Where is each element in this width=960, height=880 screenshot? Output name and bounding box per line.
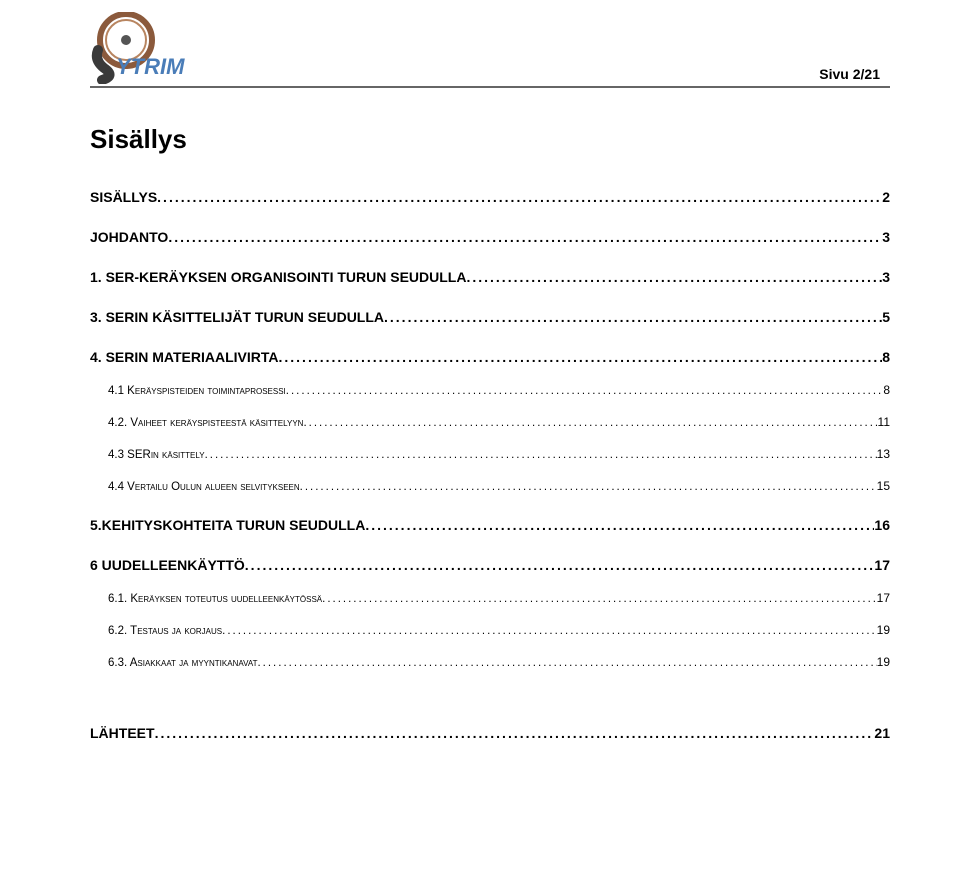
- toc-entry: 6.1. Keräyksen toteutus uudelleenkäytöss…: [90, 591, 890, 605]
- toc-entry: 6 UUDELLEENKÄYTTÖ.......................…: [90, 557, 890, 573]
- svg-text:YTRIM: YTRIM: [116, 54, 185, 79]
- toc-leader-dots: ........................................…: [303, 417, 877, 429]
- toc-page-number: 19: [877, 623, 890, 637]
- toc-label: SISÄLLYS: [90, 189, 157, 205]
- toc-label: 4. SERIN MATERIAALIVIRTA: [90, 349, 279, 365]
- toc-leader-dots: ........................................…: [279, 349, 883, 365]
- toc-label: 4.1 Keräyspisteiden toimintaprosessi: [108, 385, 286, 397]
- toc-label: 4.2. Vaiheet keräyspisteestä käsittelyyn: [108, 417, 303, 429]
- toc-page-number: 17: [874, 557, 890, 573]
- toc-label: 4.3 SERin käsittely: [108, 449, 205, 461]
- toc-label: 6 UUDELLEENKÄYTTÖ: [90, 557, 245, 573]
- toc-page-number: 3: [882, 269, 890, 285]
- toc-entry: 5.KEHITYSKOHTEITA TURUN SEUDULLA........…: [90, 517, 890, 533]
- toc-page-number: 15: [877, 479, 890, 493]
- toc-page-number: 21: [874, 725, 890, 741]
- toc-leader-dots: ........................................…: [205, 449, 877, 461]
- toc-page-number: 16: [874, 517, 890, 533]
- toc-leader-dots: ........................................…: [157, 189, 882, 205]
- toc-leader-dots: ........................................…: [300, 481, 877, 493]
- toc-entry: LÄHTEET.................................…: [90, 725, 890, 741]
- toc-entry: 4.4 Vertailu Oulun alueen selvitykseen..…: [90, 479, 890, 493]
- toc-page-number: 11: [878, 415, 890, 429]
- toc-entry: 6.3. Asiakkaat ja myyntikanavat.........…: [90, 655, 890, 669]
- toc-label: 4.4 Vertailu Oulun alueen selvitykseen: [108, 481, 300, 493]
- toc-entry: 4.3 SERin käsittely.....................…: [90, 447, 890, 461]
- toc-entry: 6.2. Testaus ja korjaus.................…: [90, 623, 890, 637]
- toc-label: 6.3. Asiakkaat ja myyntikanavat: [108, 657, 257, 669]
- toc-page-number: 8: [883, 383, 890, 397]
- toc-page-number: 19: [877, 655, 890, 669]
- toc-label: 1. SER-KERÄYKSEN ORGANISOINTI TURUN SEUD…: [90, 269, 466, 285]
- toc-entry: 4. SERIN MATERIAALIVIRTA................…: [90, 349, 890, 365]
- toc-label: 3. SERIN KÄSITTELIJÄT TURUN SEUDULLA: [90, 309, 384, 325]
- toc-entry: SISÄLLYS................................…: [90, 189, 890, 205]
- toc-leader-dots: ........................................…: [168, 229, 882, 245]
- toc-leader-dots: ........................................…: [222, 625, 877, 637]
- toc-leader-dots: ........................................…: [286, 385, 884, 397]
- toc-leader-dots: ........................................…: [384, 309, 882, 325]
- toc-entry: 4.2. Vaiheet keräyspisteestä käsittelyyn…: [90, 415, 890, 429]
- toc-page-number: 8: [882, 349, 890, 365]
- toc-entry: 1. SER-KERÄYKSEN ORGANISOINTI TURUN SEUD…: [90, 269, 890, 285]
- header: YTRIM Sivu 2/21: [90, 12, 890, 84]
- toc-label: 5.KEHITYSKOHTEITA TURUN SEUDULLA: [90, 517, 365, 533]
- toc-page-number: 5: [882, 309, 890, 325]
- toc-page-number: 2: [882, 189, 890, 205]
- toc-leader-dots: ........................................…: [365, 517, 874, 533]
- toc-page-number: 13: [877, 447, 890, 461]
- toc-leader-dots: ........................................…: [322, 593, 877, 605]
- toc-leader-dots: ........................................…: [245, 557, 875, 573]
- toc-leader-dots: ........................................…: [466, 269, 882, 285]
- page-title: Sisällys: [90, 124, 890, 155]
- toc-label: 6.1. Keräyksen toteutus uudelleenkäytöss…: [108, 593, 322, 605]
- table-of-contents: SISÄLLYS................................…: [90, 189, 890, 741]
- toc-leader-dots: ........................................…: [155, 725, 875, 741]
- header-divider: [90, 86, 890, 88]
- logo: YTRIM: [90, 12, 220, 84]
- toc-entry: JOHDANTO................................…: [90, 229, 890, 245]
- toc-label: JOHDANTO: [90, 229, 168, 245]
- toc-entry: 3. SERIN KÄSITTELIJÄT TURUN SEUDULLA....…: [90, 309, 890, 325]
- toc-entry: 4.1 Keräyspisteiden toimintaprosessi....…: [90, 383, 890, 397]
- page-number: Sivu 2/21: [819, 66, 890, 84]
- toc-leader-dots: ........................................…: [257, 657, 876, 669]
- toc-label: 6.2. Testaus ja korjaus: [108, 625, 222, 637]
- toc-label: LÄHTEET: [90, 725, 155, 741]
- toc-page-number: 17: [877, 591, 890, 605]
- toc-page-number: 3: [882, 229, 890, 245]
